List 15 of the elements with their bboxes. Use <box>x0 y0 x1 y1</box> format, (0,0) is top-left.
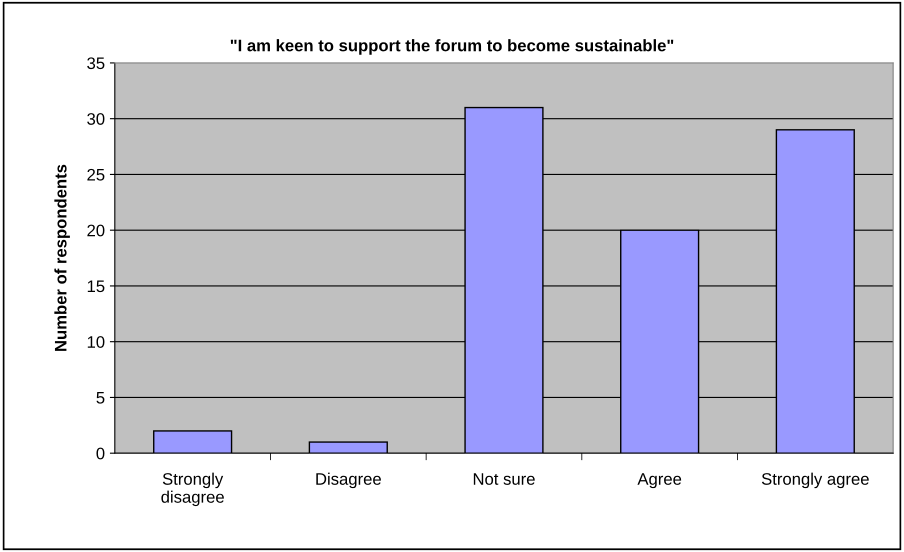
y-tick-label: 20 <box>87 224 104 236</box>
y-tick-label: 35 <box>87 57 104 70</box>
x-tick-label: Not sure <box>474 473 535 485</box>
y-tick-label: 5 <box>96 392 104 404</box>
y-tick-label: 30 <box>87 113 104 125</box>
y-tick-label: 10 <box>88 336 104 348</box>
x-tick-label: Disagree <box>316 472 381 488</box>
y-tick-label: 0 <box>96 448 104 460</box>
x-tick-label: Agree <box>637 473 682 488</box>
y-axis-title: Number of respondents <box>54 164 70 351</box>
x-tick-label: Strongly agree <box>762 472 869 488</box>
chart-title: "I am keen to support the forum to become sustainable" <box>230 39 674 55</box>
y-tick-label: 25 <box>87 168 104 181</box>
x-tick-label: Strongly disagree <box>161 472 224 506</box>
y-tick-label: 15 <box>88 280 104 292</box>
